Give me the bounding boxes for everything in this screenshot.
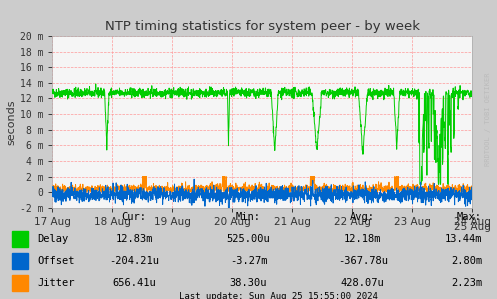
Text: 525.00u: 525.00u [227,234,270,244]
Text: 25 Aug: 25 Aug [454,222,491,232]
Text: Min:: Min: [236,212,261,222]
Text: Last update: Sun Aug 25 15:55:00 2024: Last update: Sun Aug 25 15:55:00 2024 [179,292,378,299]
Text: Max:: Max: [457,212,482,222]
Text: Avg:: Avg: [350,212,375,222]
Text: -367.78u: -367.78u [338,256,388,266]
Text: Offset: Offset [37,256,75,266]
Text: 656.41u: 656.41u [112,278,156,288]
Text: 428.07u: 428.07u [341,278,385,288]
Text: Cur:: Cur: [122,212,147,222]
Text: 13.44m: 13.44m [445,234,482,244]
Text: Delay: Delay [37,234,69,244]
Title: NTP timing statistics for system peer - by week: NTP timing statistics for system peer - … [105,20,419,33]
Text: Jitter: Jitter [37,278,75,288]
Text: -204.21u: -204.21u [109,256,159,266]
Bar [12,231,28,247]
Text: 38.30u: 38.30u [230,278,267,288]
Text: RRDTOOL / TOBI OETIKER: RRDTOOL / TOBI OETIKER [485,73,491,166]
Text: 2.80m: 2.80m [451,256,482,266]
Text: 12.18m: 12.18m [344,234,382,244]
Y-axis label: seconds: seconds [7,99,17,145]
Text: 12.83m: 12.83m [115,234,153,244]
Bar [12,275,28,291]
Bar [12,253,28,269]
Text: -3.27m: -3.27m [230,256,267,266]
Text: 2.23m: 2.23m [451,278,482,288]
